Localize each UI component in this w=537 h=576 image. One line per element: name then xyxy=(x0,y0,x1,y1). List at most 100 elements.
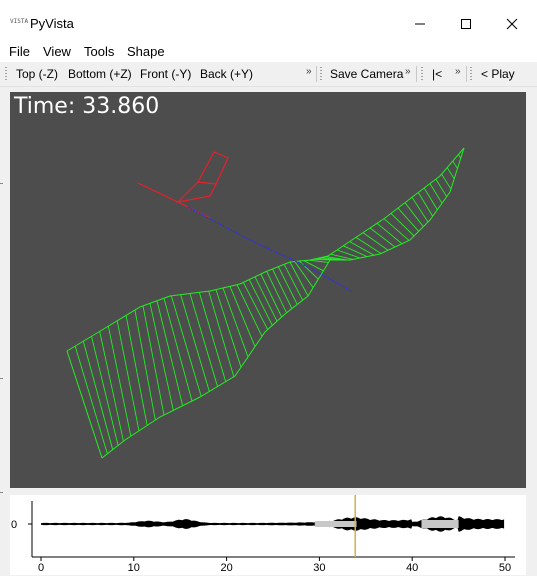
minimize-button[interactable] xyxy=(397,8,443,40)
x-tick-label: 50 xyxy=(499,562,511,574)
ribbon-strut xyxy=(362,232,389,251)
ribbon-strut xyxy=(82,341,114,450)
minimize-icon xyxy=(415,23,425,25)
close-icon xyxy=(506,18,518,30)
toolbar-grip[interactable] xyxy=(470,67,472,81)
ribbon-strut xyxy=(283,264,304,301)
ribbon-strut xyxy=(317,257,339,261)
toolbar-separator xyxy=(416,66,417,82)
ribbon-strut xyxy=(404,202,424,227)
ribbon-strut xyxy=(125,315,148,426)
ribbon-strut xyxy=(134,309,156,421)
ribbon-edge xyxy=(66,350,103,459)
maximize-icon xyxy=(461,19,471,29)
signal-waveform xyxy=(41,516,505,532)
ribbon-strut xyxy=(208,291,235,377)
ribbon-strut xyxy=(429,183,443,204)
ribbon-strut xyxy=(236,284,263,337)
view-top-button[interactable]: Top (-Z) xyxy=(16,67,58,81)
scene-canvas xyxy=(66,147,465,459)
ribbon-strut xyxy=(248,279,273,326)
ribbon-strut xyxy=(116,320,140,431)
ribbon-strut xyxy=(254,276,278,322)
toolbar-separator xyxy=(466,66,467,82)
ribbon-strut xyxy=(312,258,334,261)
toolbar-extension-icon[interactable]: » xyxy=(405,66,411,77)
toolbar-extension-icon[interactable]: » xyxy=(306,66,312,77)
render-viewport[interactable]: Time: 33.860 xyxy=(10,92,526,488)
menu-tools[interactable]: Tools xyxy=(84,44,115,59)
ribbon-strut xyxy=(107,326,132,437)
ribbon-strut xyxy=(325,256,348,261)
menu-shape[interactable]: Shape xyxy=(127,44,165,59)
x-ticks: 0 10 20 30 40 50 xyxy=(38,557,511,574)
ribbon-strut xyxy=(74,345,108,454)
toolbar-extension-icon[interactable]: » xyxy=(455,66,461,77)
ribbon-strut xyxy=(343,245,368,258)
signal-highlight xyxy=(421,520,459,528)
ribbon-strut xyxy=(369,227,396,248)
x-tick-label: 40 xyxy=(406,562,418,574)
ribbon-strut xyxy=(423,187,438,210)
ribbon-strut xyxy=(260,273,283,318)
frame-rung xyxy=(197,181,217,185)
ribbon-strut xyxy=(435,178,448,197)
ribbon-strut xyxy=(308,259,329,263)
toolbar: Top (-Z) Bottom (+Z) Front (-Y) Back (+Y… xyxy=(0,62,537,87)
toolbar-grip[interactable] xyxy=(5,67,7,81)
ribbon-strut xyxy=(349,241,375,256)
edge-mark xyxy=(0,492,3,493)
ribbon-strut xyxy=(142,305,165,416)
ribbon-strut xyxy=(303,260,324,272)
title-bar: VISTA PyVista xyxy=(0,0,537,40)
x-tick-label: 30 xyxy=(313,562,325,574)
ribbon-strut xyxy=(99,331,124,442)
window-title: PyVista xyxy=(30,16,74,31)
menu-view[interactable]: View xyxy=(43,44,71,59)
ribbon-strut xyxy=(242,282,269,330)
ribbon-strut xyxy=(390,213,415,237)
view-back-button[interactable]: Back (+Y) xyxy=(200,67,254,81)
y-tick-label: 0 xyxy=(11,519,17,531)
toolbar-grip[interactable] xyxy=(421,67,423,81)
app-icon: VISTA xyxy=(10,18,29,25)
ribbon-strut xyxy=(189,293,218,387)
ribbon-mesh xyxy=(66,147,465,459)
ribbon-strut xyxy=(452,160,458,169)
ribbon-strut xyxy=(277,266,298,305)
ribbon-strut xyxy=(170,295,202,397)
ribbon-strut xyxy=(441,173,452,190)
ribbon-strut xyxy=(222,287,249,358)
ribbon-strut xyxy=(198,292,227,382)
body-axis-line xyxy=(187,206,354,293)
ribbon-strut xyxy=(446,167,455,180)
ribbon-strut xyxy=(397,207,420,232)
ribbon-strut xyxy=(458,154,462,159)
menu-file[interactable]: File xyxy=(9,44,30,59)
ribbon-strut xyxy=(266,271,287,313)
ribbon-strut xyxy=(156,300,184,406)
rewind-button[interactable]: |< xyxy=(432,67,443,81)
signal-plot-canvas: 0 0 10 20 30 40 50 xyxy=(11,495,515,574)
signal-plot[interactable]: 0 0 10 20 30 40 50 xyxy=(10,495,526,575)
edge-mark xyxy=(0,378,3,379)
toolbar-grip[interactable] xyxy=(320,67,322,81)
view-front-button[interactable]: Front (-Y) xyxy=(140,67,192,81)
x-tick-label: 0 xyxy=(38,562,44,574)
ribbon-strut xyxy=(330,253,354,260)
ribbon-edge xyxy=(101,147,465,459)
frame-box xyxy=(176,151,229,203)
ribbon-strut xyxy=(272,268,293,309)
play-button[interactable]: < Play xyxy=(481,67,515,81)
signal-highlight xyxy=(314,521,357,527)
save-camera-button[interactable]: Save Camera xyxy=(330,67,404,81)
ribbon-strut xyxy=(289,261,309,297)
maximize-button[interactable] xyxy=(443,8,489,40)
ribbon-strut xyxy=(294,261,314,288)
ribbon-strut xyxy=(355,236,382,254)
view-bottom-button[interactable]: Bottom (+Z) xyxy=(68,67,132,81)
ribbon-strut xyxy=(149,303,174,411)
close-button[interactable] xyxy=(489,8,535,40)
time-label: Time: 33.860 xyxy=(14,94,160,119)
ribbon-strut xyxy=(376,222,403,245)
